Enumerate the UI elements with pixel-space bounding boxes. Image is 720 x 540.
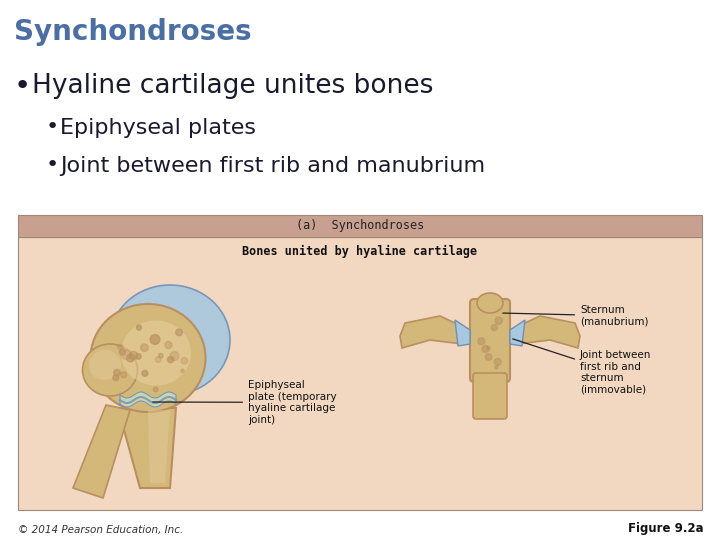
Circle shape [158,354,163,358]
Circle shape [165,341,172,348]
Circle shape [153,387,158,392]
Circle shape [181,369,184,373]
Circle shape [140,344,148,352]
Text: •: • [46,155,59,175]
Circle shape [181,357,188,364]
Text: Epiphyseal plates: Epiphyseal plates [60,118,256,138]
Circle shape [494,359,501,366]
Circle shape [482,346,489,353]
Text: Joint between
first rib and
sternum
(immovable): Joint between first rib and sternum (imm… [513,339,652,395]
Text: •: • [14,72,31,100]
FancyBboxPatch shape [470,299,510,382]
Circle shape [137,325,141,330]
Polygon shape [120,392,176,407]
Circle shape [485,354,492,360]
Text: Figure 9.2a: Figure 9.2a [629,522,704,535]
Bar [18,215,702,237]
Polygon shape [118,408,176,488]
Polygon shape [73,405,130,498]
FancyBboxPatch shape [473,373,507,419]
Text: Synchondroses: Synchondroses [14,18,251,46]
Polygon shape [148,410,170,483]
Circle shape [113,375,119,381]
Text: Bones united by hyaline cartilage: Bones united by hyaline cartilage [243,245,477,258]
Ellipse shape [91,304,205,412]
Circle shape [150,335,160,345]
Circle shape [135,354,141,359]
Bar [18,237,702,510]
Circle shape [156,356,161,362]
Circle shape [122,350,131,360]
Circle shape [495,366,498,369]
Text: •: • [46,117,59,137]
Circle shape [114,369,120,376]
Circle shape [487,347,490,350]
Polygon shape [400,316,470,348]
Text: Sternum
(manubrium): Sternum (manubrium) [503,305,649,327]
Circle shape [478,338,485,345]
Text: Joint between first rib and manubrium: Joint between first rib and manubrium [60,156,485,176]
Polygon shape [455,320,470,346]
Circle shape [130,352,138,360]
Text: Hyaline cartilage unites bones: Hyaline cartilage unites bones [32,73,433,99]
Circle shape [170,352,179,361]
Circle shape [118,345,123,350]
Circle shape [491,325,498,330]
Circle shape [120,349,126,355]
Ellipse shape [477,293,503,313]
Text: © 2014 Pearson Education, Inc.: © 2014 Pearson Education, Inc. [18,525,184,535]
Ellipse shape [83,344,138,396]
Ellipse shape [89,350,121,380]
Circle shape [142,370,148,376]
Ellipse shape [110,285,230,395]
Text: Epiphyseal
plate (temporary
hyaline cartilage
joint): Epiphyseal plate (temporary hyaline cart… [153,380,337,425]
Circle shape [176,329,182,336]
Circle shape [127,354,134,362]
Text: (a)  Synchondroses: (a) Synchondroses [296,219,424,233]
Polygon shape [510,316,580,348]
Circle shape [168,356,174,363]
Circle shape [121,372,127,378]
Polygon shape [510,320,525,346]
Ellipse shape [121,321,191,386]
Circle shape [495,317,503,325]
